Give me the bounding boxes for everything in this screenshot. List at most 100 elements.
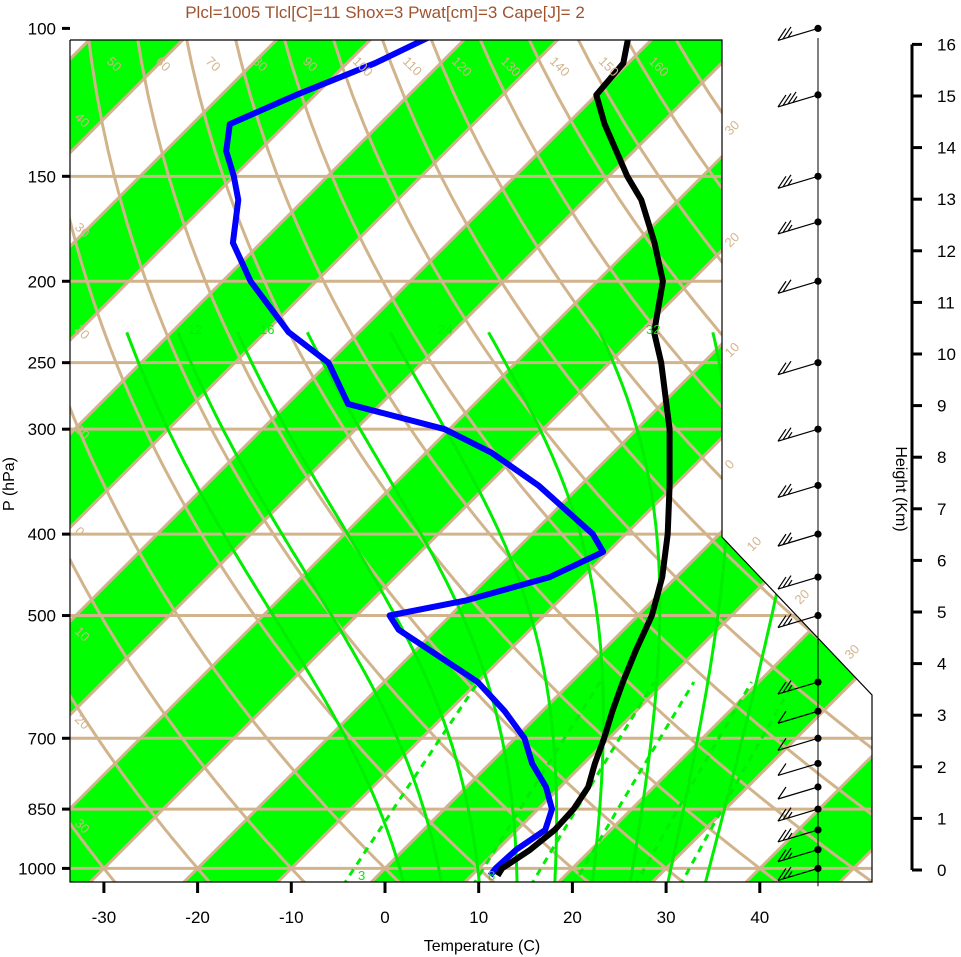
mixing-ratio-label: 8: [488, 868, 495, 883]
wind-barb-staff: [777, 786, 819, 800]
wind-dot: [814, 24, 822, 32]
wind-dot: [814, 826, 822, 834]
moist-adiabat-line: [388, 331, 559, 882]
mixing-ratio-label: 32: [646, 322, 660, 337]
height-tick-label: 6: [937, 551, 946, 570]
wind-barb-flag: [777, 362, 787, 376]
wind-barb-flag: [782, 26, 792, 40]
wind-barb-half: [787, 684, 793, 692]
x-tick-label: 40: [750, 908, 769, 927]
y-axis: 100 150 200 250 300 400 500 700 850 1000: [18, 19, 70, 878]
dewpoint-profile: [223, 40, 607, 878]
isotherm-label-left: 20: [72, 712, 93, 733]
height-tick-label: 4: [937, 655, 946, 674]
dry-adiabat-line: [182, 40, 785, 882]
y-axis-title: P (hPa): [1, 457, 18, 511]
wind-barb-flag: [777, 221, 787, 235]
wind-barb-flag: [782, 174, 792, 188]
height-tick-label: 8: [937, 448, 946, 467]
isotherm-label-right: 20: [722, 229, 743, 250]
wind-barb-flag: [777, 280, 787, 294]
mixing-ratio-label: 24: [438, 322, 452, 337]
x-axis: -30 -20 -10 0 10 20 30 40: [92, 882, 769, 927]
height-tick-label: 16: [937, 35, 956, 54]
wind-dot: [814, 678, 822, 686]
wind-barb-half: [787, 431, 793, 439]
x-tick-label: 10: [469, 908, 488, 927]
dry-adiabat-line: [85, 40, 595, 882]
wind-dot: [814, 359, 822, 367]
wind-barb-half: [787, 618, 793, 625]
wind-barb-flag: [777, 615, 787, 628]
stripe-band: [70, 40, 598, 882]
isotherm-label-right: 30: [842, 641, 863, 662]
wind-barb-flag: [777, 576, 787, 590]
wind-barb-staff: [777, 710, 819, 724]
wind-barb-staff: [777, 175, 819, 189]
wind-barb-flag: [782, 866, 792, 880]
wind-dot: [814, 277, 822, 285]
wind-barb-staff: [777, 867, 819, 881]
x-tick-label: -10: [279, 908, 304, 927]
wind-barb-flag: [777, 763, 787, 776]
wind-barb-half: [787, 224, 793, 232]
wind-barb-staff: [777, 737, 819, 751]
isotherm-line: [439, 40, 872, 882]
wind-dot: [814, 805, 822, 813]
wind-dot: [814, 172, 822, 180]
mixing-ratio-label: 3: [358, 868, 365, 883]
wind-dot: [814, 846, 822, 854]
wind-dot: [814, 530, 822, 538]
wind-barb-flag: [787, 91, 797, 105]
y-tick-label: 850: [28, 800, 56, 819]
isotherm-label-right: 0: [722, 456, 738, 472]
mixing-ratio-line: [529, 681, 656, 882]
wind-barb-half: [787, 832, 793, 840]
wind-dot: [814, 91, 822, 99]
wind-barbs: [777, 24, 822, 887]
x-tick-label: 20: [563, 908, 582, 927]
isotherm-line: [70, 40, 505, 882]
plot-frame: [69, 39, 873, 883]
isobar-lines: [70, 174, 872, 870]
chart-title: Plcl=1005 Tlcl[C]=11 Shox=3 Pwat[cm]=3 C…: [185, 3, 585, 22]
y-tick-label: 250: [28, 354, 56, 373]
wind-barb-flag: [777, 533, 787, 547]
wind-barb-flag: [782, 427, 792, 441]
wind-barb-staff: [777, 576, 819, 590]
isotherm-label-top: 70: [203, 54, 224, 75]
wind-barb-flag: [782, 279, 792, 293]
dry-adiabat-line: [70, 40, 215, 882]
wind-barb-half: [787, 488, 793, 495]
wind-barb-flag: [782, 847, 792, 861]
height-tick-label: 7: [937, 500, 946, 519]
mixing-ratio-line: [678, 681, 796, 882]
wind-dot: [814, 783, 822, 791]
wind-barb-flag: [782, 828, 792, 841]
y-tick-label: 400: [28, 525, 56, 544]
wind-barb-staff: [777, 614, 819, 629]
wind-barb-half: [787, 811, 793, 819]
wind-barb-half: [792, 96, 798, 103]
y-tick-label: 100: [28, 19, 56, 38]
y-tick-label: 1000: [18, 859, 56, 878]
wind-barb-flag: [777, 868, 787, 881]
wind-barb-flag: [777, 786, 787, 800]
height-tick-label: 1: [937, 809, 946, 828]
x-tick-label: 0: [380, 908, 389, 927]
wind-dot: [814, 734, 822, 742]
temperature-profile: [495, 40, 673, 878]
dry-adiabat-line: [765, 40, 872, 882]
height-tick-label: 13: [937, 190, 956, 209]
wind-dot: [814, 573, 822, 581]
moist-adiabat-line: [236, 331, 482, 882]
dry-adiabat-line: [425, 40, 872, 882]
mixing-ratio-label: 12: [188, 322, 202, 337]
y-tick-label: 300: [28, 420, 56, 439]
mixing-ratio-line: [341, 681, 480, 882]
wind-barb-flag: [782, 613, 792, 627]
isotherm-label-right: 20: [792, 586, 813, 607]
mixing-ratio-label: 16: [260, 322, 274, 337]
height-tick-label: 0: [937, 861, 946, 880]
